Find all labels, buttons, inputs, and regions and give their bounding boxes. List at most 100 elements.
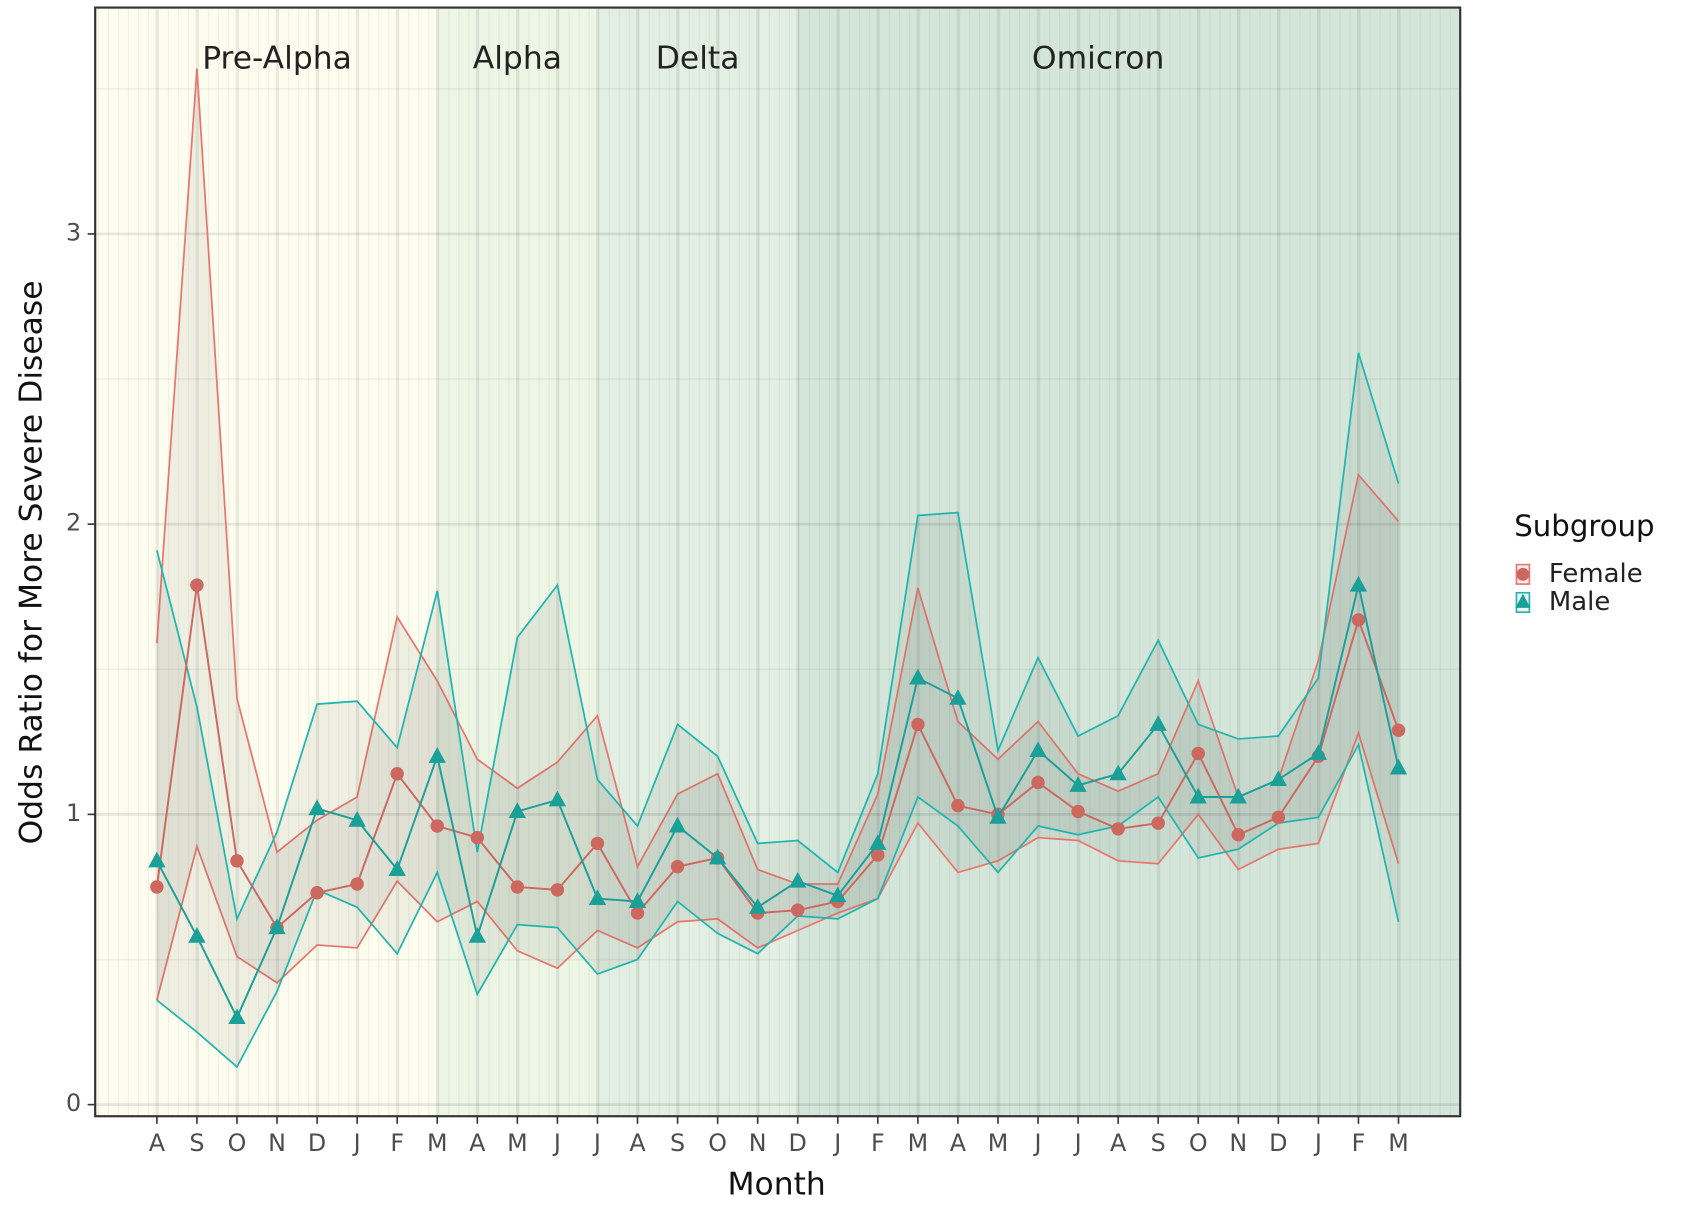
data-point xyxy=(668,816,687,833)
data-point xyxy=(1109,764,1127,781)
x-tick-label: F xyxy=(1352,1129,1366,1157)
x-tick-label: F xyxy=(871,1129,885,1157)
x-tick-label: D xyxy=(308,1129,326,1157)
plot-data xyxy=(148,68,1408,1069)
data-point xyxy=(630,906,645,920)
legend-label: Female xyxy=(1549,559,1643,589)
data-point xyxy=(1269,770,1288,787)
series-line xyxy=(155,584,1400,930)
data-point xyxy=(951,798,965,813)
y-tick-label: 2 xyxy=(66,509,81,537)
era-band xyxy=(95,7,438,1117)
upper-bound-line xyxy=(156,352,1400,922)
upper-bound-line xyxy=(156,68,1400,885)
x-tick-label: A xyxy=(950,1129,967,1157)
x-tick-label: A xyxy=(629,1129,646,1157)
data-point xyxy=(308,799,326,816)
data-point xyxy=(1351,613,1366,627)
x-tick-label: J xyxy=(1073,1129,1082,1157)
x-tick-label: M xyxy=(908,1129,929,1157)
era-band xyxy=(797,7,1461,1117)
confidence-ribbon xyxy=(156,68,1399,1001)
data-point xyxy=(1151,816,1165,830)
data-point xyxy=(188,927,206,943)
data-point xyxy=(789,871,807,888)
x-tick-label: D xyxy=(789,1129,807,1157)
data-point xyxy=(1191,746,1205,761)
x-tick-label: A xyxy=(1110,1129,1127,1157)
era-label: Delta xyxy=(656,40,740,76)
data-point xyxy=(588,889,607,906)
data-point xyxy=(628,892,647,908)
x-tick-label: J xyxy=(352,1129,361,1157)
data-point xyxy=(1189,787,1207,804)
data-point xyxy=(1029,741,1047,758)
x-tick-label: S xyxy=(1151,1129,1166,1157)
x-tick-label: M xyxy=(988,1129,1009,1157)
data-point xyxy=(670,859,685,874)
data-point xyxy=(548,790,567,807)
x-tick-label: M xyxy=(427,1129,448,1157)
era-band xyxy=(437,7,598,1117)
x-tick-label: A xyxy=(149,1129,166,1157)
data-point xyxy=(310,886,324,900)
data-point xyxy=(1071,804,1085,819)
data-point xyxy=(911,717,925,732)
legend-label: Male xyxy=(1549,587,1610,617)
data-point xyxy=(1271,810,1286,825)
data-point xyxy=(510,880,525,894)
data-point xyxy=(148,851,166,868)
data-point xyxy=(1149,715,1167,731)
series-line xyxy=(156,584,1400,1020)
x-tick-label: J xyxy=(1313,1129,1322,1157)
x-tick-label: J xyxy=(592,1129,601,1157)
data-point xyxy=(1389,758,1408,775)
lower-bound-line xyxy=(156,742,1400,1069)
data-point xyxy=(949,689,967,705)
x-tick-label: A xyxy=(469,1129,486,1157)
x-tick-label: S xyxy=(189,1129,204,1157)
x-tick-label: N xyxy=(268,1129,286,1157)
era-label: Alpha xyxy=(473,40,562,76)
era-label: Pre-Alpha xyxy=(202,40,352,76)
data-point xyxy=(190,578,204,592)
data-point xyxy=(550,883,565,897)
data-point xyxy=(871,848,885,862)
data-point xyxy=(989,808,1007,824)
data-point xyxy=(348,811,366,827)
data-point xyxy=(430,819,444,833)
data-point xyxy=(1031,775,1045,790)
data-point xyxy=(1391,723,1406,737)
data-point xyxy=(909,668,927,685)
data-point xyxy=(1111,822,1125,836)
data-point xyxy=(1229,787,1247,804)
era-band xyxy=(597,7,798,1117)
x-tick-label: J xyxy=(1033,1129,1042,1157)
data-point xyxy=(590,836,605,851)
legend-title: Subgroup xyxy=(1514,509,1654,543)
data-point xyxy=(1069,776,1087,792)
x-tick-label: D xyxy=(1269,1129,1287,1157)
x-tick-label: M xyxy=(1388,1129,1409,1157)
data-point xyxy=(829,886,847,903)
data-point xyxy=(749,898,767,914)
data-point xyxy=(268,918,286,935)
data-point xyxy=(708,848,727,865)
y-tick-label: 3 xyxy=(66,218,81,246)
y-axis-title: Odds Ratio for More Severe Disease xyxy=(13,280,49,844)
data-point xyxy=(869,834,887,850)
x-tick-label: O xyxy=(708,1129,727,1157)
x-tick-label: F xyxy=(390,1129,404,1157)
data-point xyxy=(1231,828,1246,842)
x-tick-label: J xyxy=(552,1129,561,1157)
x-axis-title: Month xyxy=(727,1166,825,1202)
data-point xyxy=(470,830,485,845)
plot-frame xyxy=(94,6,1462,1118)
legend-symbol xyxy=(1515,593,1531,608)
data-point xyxy=(390,767,404,781)
x-tick-label: M xyxy=(507,1129,528,1157)
data-point xyxy=(350,877,364,891)
data-point xyxy=(228,1008,246,1025)
data-point xyxy=(428,747,446,763)
